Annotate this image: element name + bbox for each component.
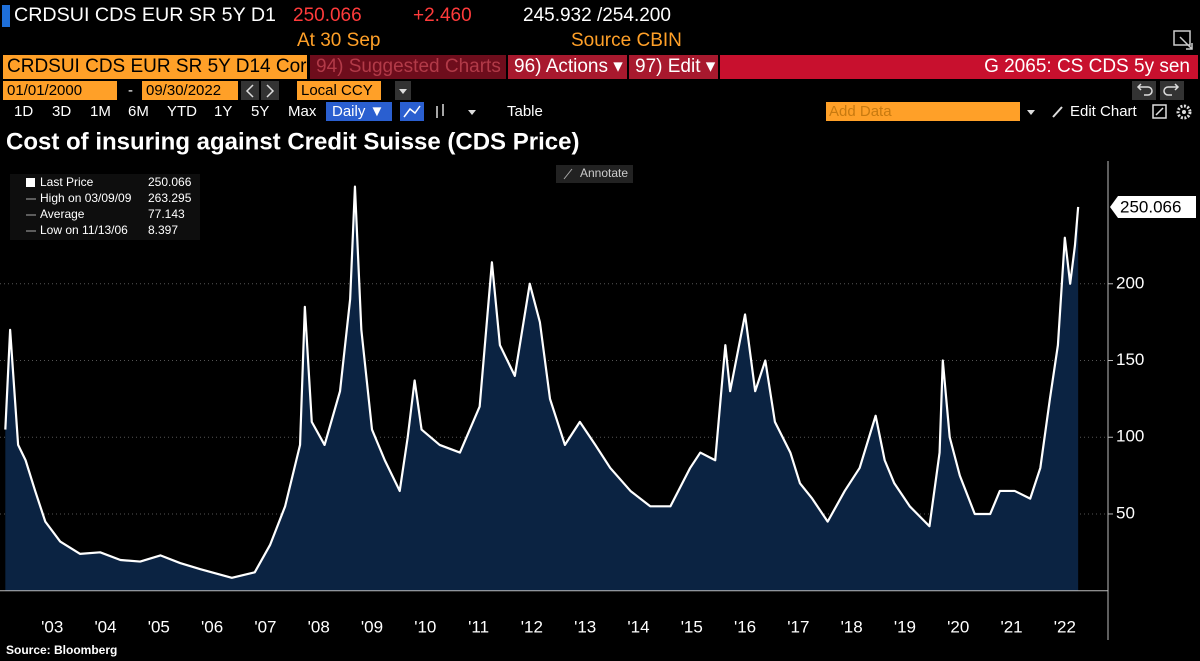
legend-box <box>10 174 200 240</box>
date: At 30 Sep <box>297 30 380 51</box>
x-tick-label: '19 <box>894 617 916 636</box>
last-price: 250.066 <box>293 5 362 26</box>
legend-value: 77.143 <box>148 207 185 221</box>
period-button[interactable]: 3D <box>52 103 71 120</box>
legend-swatch <box>26 178 35 187</box>
dropdown[interactable] <box>468 110 476 115</box>
menu-box[interactable] <box>508 55 627 79</box>
currency-dropdown[interactable] <box>395 81 411 100</box>
legend-label: Last Price <box>40 175 94 189</box>
legend-value: 8.397 <box>148 223 178 237</box>
frequency: Daily ▼ <box>332 103 384 120</box>
period-button[interactable]: 5Y <box>251 103 269 120</box>
y-tick-label: 200 <box>1116 273 1144 292</box>
x-tick-label: '18 <box>841 617 863 636</box>
table-button[interactable]: Table <box>507 103 543 120</box>
legend-value: 250.066 <box>148 175 192 189</box>
edit-chart[interactable]: Edit Chart <box>1070 103 1138 120</box>
x-tick-label: '21 <box>1000 617 1022 636</box>
menu-item[interactable]: 96) Actions ▾ <box>514 56 623 77</box>
menu-box[interactable] <box>310 55 506 79</box>
add-data: Add Data <box>829 103 892 120</box>
annotate-button[interactable] <box>556 165 633 183</box>
x-tick-label: '12 <box>521 617 543 636</box>
legend-label: Average <box>40 207 85 221</box>
security-box-text: CRDSUI CDS EUR SR 5Y D14 Cor <box>7 56 307 77</box>
x-tick-label: '13 <box>574 617 596 636</box>
legend-label: High on 03/09/09 <box>40 191 132 205</box>
add-data-box[interactable] <box>826 102 1020 121</box>
change: +2.460 <box>413 5 472 26</box>
line <box>4 185 1080 579</box>
start-date-box[interactable] <box>3 81 117 100</box>
area <box>5 186 1079 591</box>
pencil-icon <box>1052 106 1063 118</box>
undo-redo[interactable] <box>1132 81 1184 100</box>
bar-chart-icon[interactable] <box>436 104 444 118</box>
menu-item[interactable]: 97) Edit ▾ <box>635 56 716 77</box>
x-tick-label: '20 <box>947 617 969 636</box>
popout-icon[interactable] <box>1173 30 1193 50</box>
x-tick-label: '05 <box>148 617 170 636</box>
x-tick-label: '14 <box>627 617 649 636</box>
x-tick-label: '06 <box>201 617 223 636</box>
line-chart-icon[interactable] <box>400 102 424 121</box>
security-box[interactable] <box>3 55 307 79</box>
x-tick-label: '03 <box>41 617 63 636</box>
source: Source CBIN <box>571 30 682 51</box>
y-tick-label: 150 <box>1116 350 1144 369</box>
x-tick-label: '04 <box>94 617 116 636</box>
legend-label: Low on 11/13/06 <box>40 223 128 237</box>
period-button[interactable]: 1M <box>90 103 111 120</box>
legend-value: 263.295 <box>148 191 192 205</box>
y-tick-label: 100 <box>1116 427 1144 446</box>
period-button[interactable]: YTD <box>167 103 197 120</box>
annotate-icon <box>563 168 573 180</box>
x-tick-label: '08 <box>308 617 330 636</box>
end-date: 09/30/2022 <box>146 82 221 99</box>
menu-box[interactable] <box>629 55 718 79</box>
x-tick-label: '17 <box>787 617 809 636</box>
x-tick-label: '09 <box>361 617 383 636</box>
period-button[interactable]: Max <box>288 103 317 120</box>
x-tick-label: '11 <box>468 617 489 636</box>
x-tick-label: '22 <box>1054 617 1076 636</box>
marker <box>2 5 10 27</box>
date-separator: - <box>128 82 133 99</box>
menu-item[interactable]: 94) Suggested Charts <box>316 56 501 77</box>
end-date-box[interactable] <box>142 81 238 100</box>
annotate: Annotate <box>580 166 628 180</box>
chart-name: G 2065: CS CDS 5y sen <box>984 56 1190 77</box>
bid-ask: 245.932 /254.200 <box>523 5 671 26</box>
x-tick-label: '15 <box>681 617 703 636</box>
chart-title: Cost of insuring against Credit Suisse (… <box>6 128 579 155</box>
currency: Local CCY <box>301 82 373 99</box>
next-button[interactable] <box>261 81 279 100</box>
add-data-dropdown[interactable] <box>1027 110 1035 115</box>
period-button[interactable]: 6M <box>128 103 149 120</box>
expand-icon[interactable] <box>1152 104 1167 119</box>
currency-box[interactable] <box>297 81 381 100</box>
start-date: 01/01/2000 <box>7 82 82 99</box>
source-note: Source: Bloomberg <box>6 643 117 657</box>
last-value-tag <box>1110 195 1196 218</box>
y-tick-label: 50 <box>1116 503 1135 522</box>
settings-icon[interactable] <box>1176 104 1192 120</box>
x-tick-label: '07 <box>254 617 276 636</box>
x-tick-label: '10 <box>414 617 436 636</box>
security: CRDSUI CDS EUR SR 5Y D1 <box>14 5 276 26</box>
period-button[interactable]: 1Y <box>214 103 232 120</box>
chart-name-bar <box>720 55 1198 79</box>
frequency-box[interactable] <box>326 102 392 121</box>
period-button[interactable]: 1D <box>14 103 33 120</box>
prev-button[interactable] <box>241 81 259 100</box>
x-tick-label: '16 <box>734 617 756 636</box>
last-value-label: 250.066 <box>1120 197 1181 216</box>
